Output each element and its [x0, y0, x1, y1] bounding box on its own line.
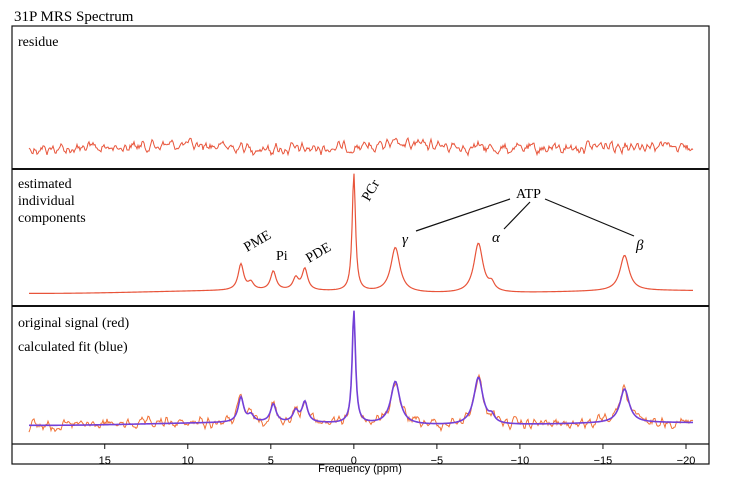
- residue-line: [28, 136, 694, 157]
- x-tick-label: −20: [677, 455, 696, 467]
- panel-label-components-line-3: components: [18, 211, 86, 226]
- atp-connector-beta: [544, 198, 635, 237]
- x-tick-label: 5: [268, 455, 274, 467]
- x-tick-label: 15: [99, 455, 111, 467]
- atp-connector-alpha: [503, 201, 531, 230]
- peak-label-pde: PDE: [304, 240, 334, 266]
- panel-label-original-line-2: calculated fit (blue): [18, 340, 128, 355]
- panel-label-residue-line-1: residue: [18, 35, 58, 50]
- x-tick-label: −10: [511, 455, 530, 467]
- panel-label-components-line-1: estimated: [18, 177, 72, 192]
- panel-label-residue: residue: [18, 35, 58, 50]
- x-axis-label: Frequency (ppm): [318, 463, 402, 475]
- panel-label-components: estimated individual components: [18, 177, 86, 226]
- atp-connector-gamma: [415, 198, 511, 232]
- peak-label-beta: β: [635, 238, 644, 254]
- figure-frame: [11, 25, 710, 465]
- panel-label-original-line-1: original signal (red): [18, 316, 130, 331]
- panel-label-original: original signal (red) calculated fit (bl…: [18, 316, 133, 355]
- x-tick-label: 10: [182, 455, 194, 467]
- x-tick-label: 0: [351, 455, 357, 467]
- peak-label-alpha: α: [492, 230, 501, 246]
- peak-label-pi: Pi: [276, 249, 288, 264]
- peak-label-pme: PME: [242, 228, 274, 255]
- calculated-fit-line: [28, 310, 694, 427]
- figure-title: 31P MRS Spectrum: [14, 9, 134, 25]
- peak-label-gamma: γ: [402, 232, 409, 248]
- x-tick-label: −15: [594, 455, 613, 467]
- panel-label-components-line-2: individual: [18, 194, 75, 209]
- peak-label-pcr: PCr: [359, 177, 383, 204]
- atp-group-label: ATP: [516, 187, 541, 202]
- x-tick-label: −5: [431, 455, 444, 467]
- components-line: [28, 173, 694, 294]
- x-axis-ticks: 15 10 5 0 −5 −10 −15 −20: [99, 444, 696, 467]
